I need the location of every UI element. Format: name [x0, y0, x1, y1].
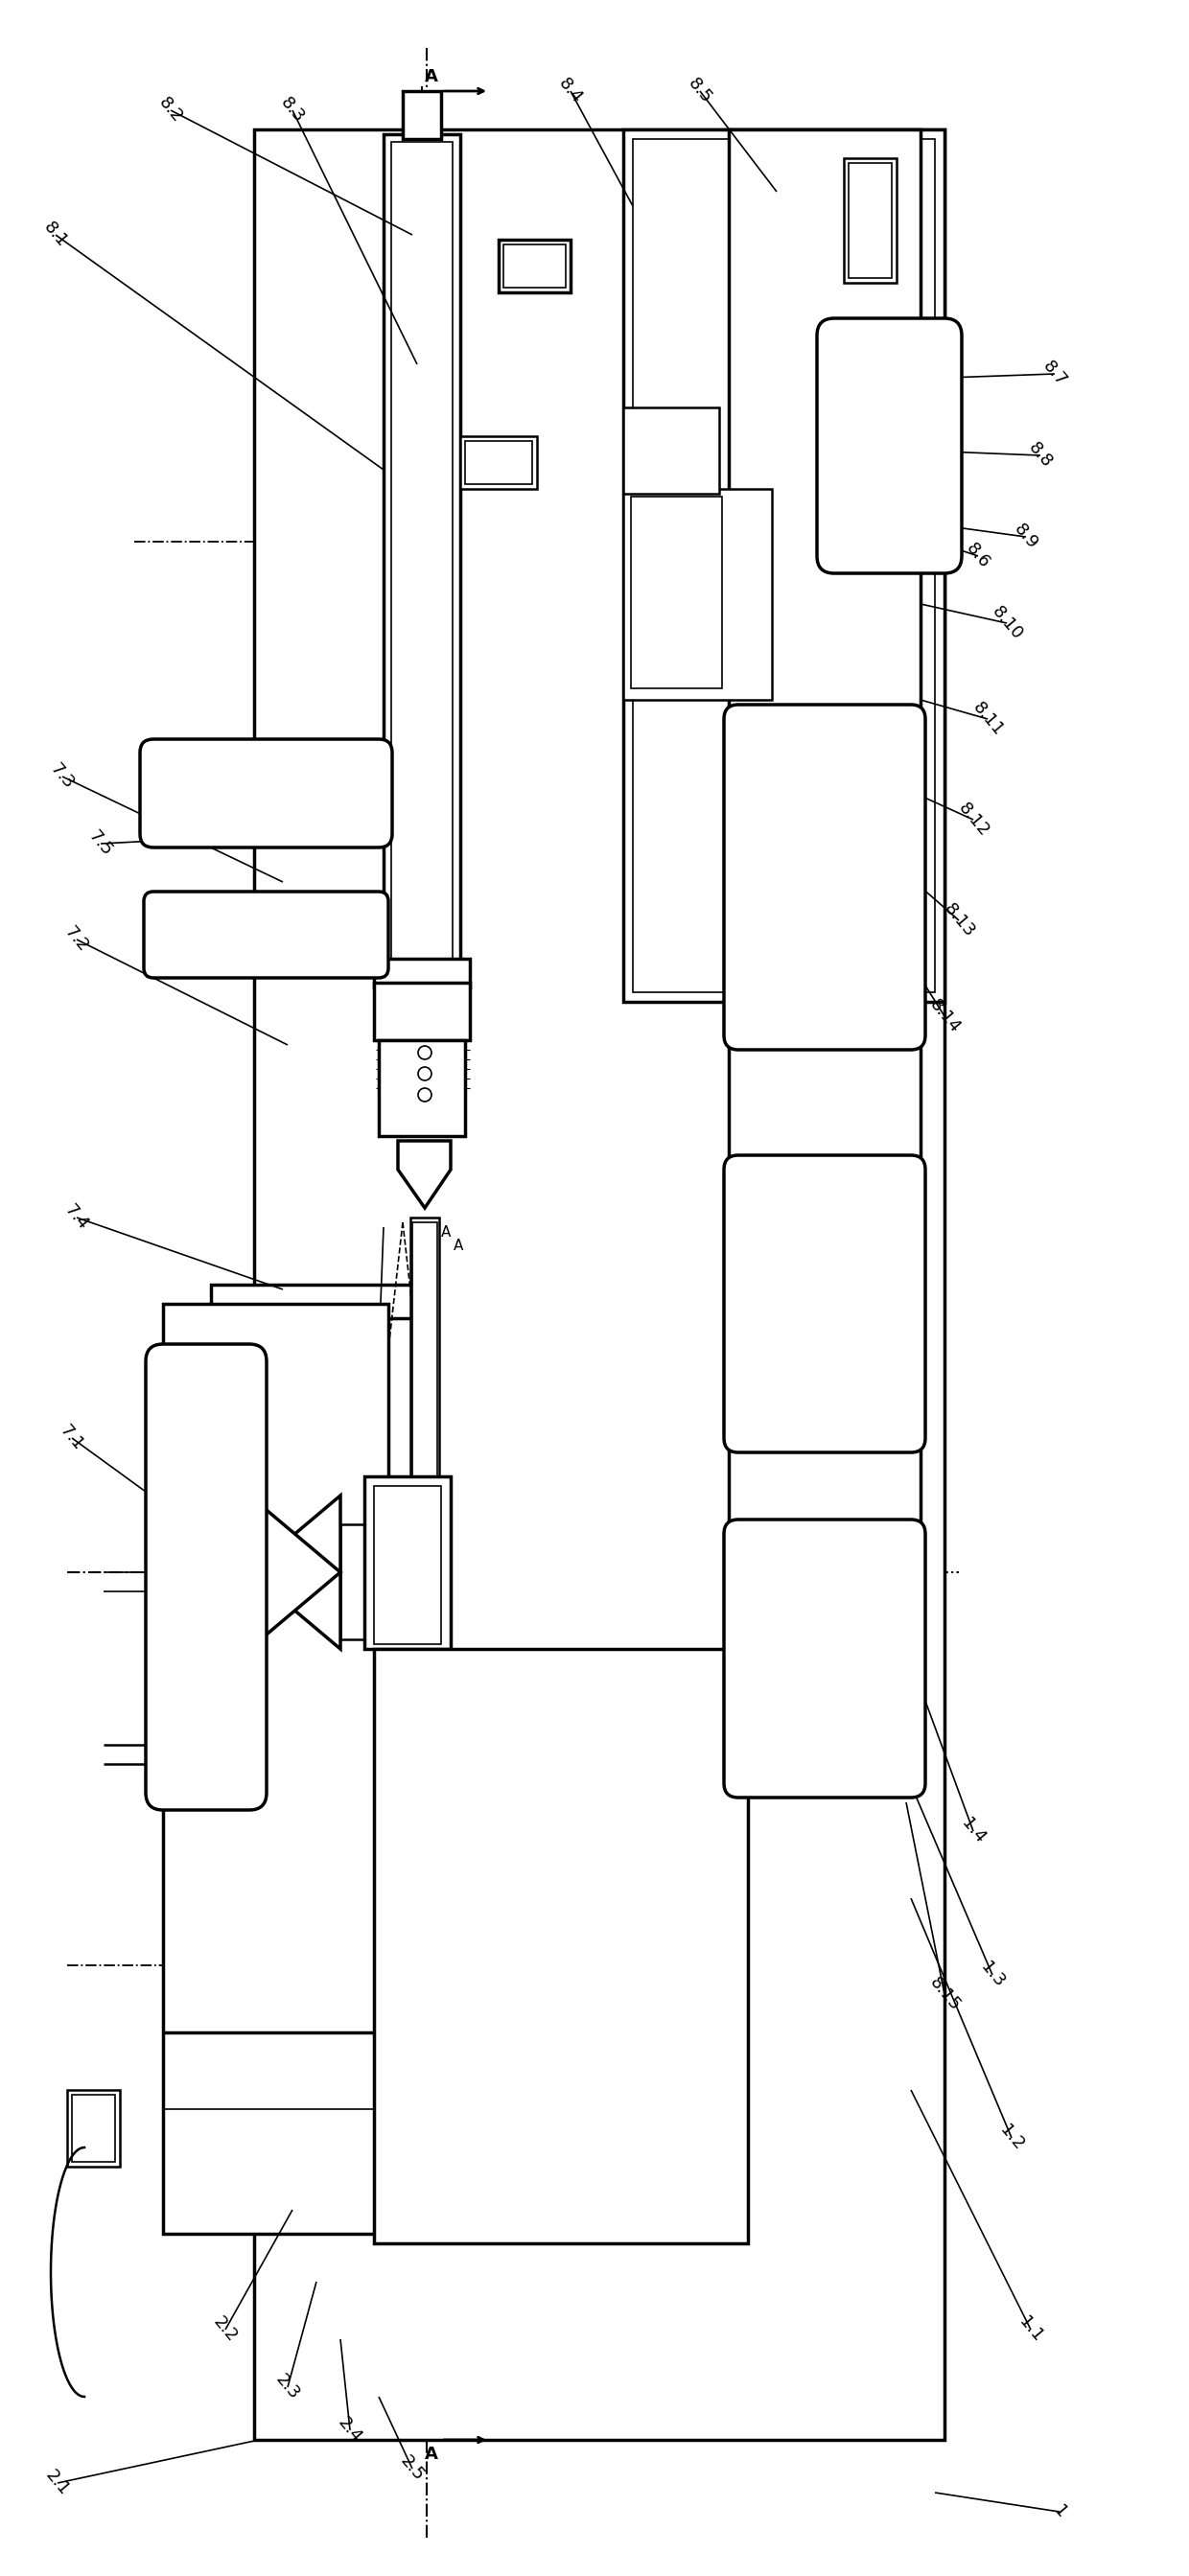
Bar	[623, 129, 944, 1002]
FancyBboxPatch shape	[144, 891, 389, 979]
Bar	[623, 489, 772, 701]
Polygon shape	[250, 1497, 340, 1649]
Bar	[498, 240, 571, 294]
Text: 8.13: 8.13	[940, 899, 977, 940]
Text: 7.3: 7.3	[46, 760, 77, 793]
Bar	[375, 1649, 748, 2244]
FancyBboxPatch shape	[140, 739, 392, 848]
Bar	[631, 497, 722, 688]
Circle shape	[419, 1087, 432, 1103]
FancyBboxPatch shape	[724, 1154, 925, 1453]
Bar	[410, 1218, 439, 1564]
Bar	[729, 129, 920, 1664]
Bar	[71, 2094, 115, 2161]
Text: 2.2: 2.2	[210, 2313, 241, 2347]
Text: 8.4: 8.4	[555, 75, 586, 108]
Text: 8.11: 8.11	[969, 698, 1007, 739]
Bar	[254, 129, 944, 2439]
Text: 7.4: 7.4	[62, 1200, 93, 1234]
Text: 8.14: 8.14	[925, 997, 963, 1036]
Bar	[623, 407, 719, 495]
Bar	[413, 1224, 438, 1558]
Text: 8.12: 8.12	[955, 799, 992, 840]
Text: 1.2: 1.2	[996, 2123, 1027, 2154]
Text: 1: 1	[1050, 2501, 1070, 2522]
Bar	[340, 1525, 379, 1638]
Bar	[391, 142, 453, 961]
Text: 8.7: 8.7	[1039, 358, 1070, 389]
Text: 2.4: 2.4	[334, 2414, 365, 2447]
Text: 2.3: 2.3	[272, 2370, 303, 2403]
Text: 8.2: 8.2	[156, 95, 187, 126]
Circle shape	[419, 1066, 432, 1079]
Text: A: A	[441, 1224, 451, 1239]
Polygon shape	[250, 1497, 340, 1649]
Text: 2.1: 2.1	[42, 2468, 73, 2499]
Text: 8.15: 8.15	[925, 1973, 963, 2014]
Text: 8.10: 8.10	[988, 603, 1026, 644]
Text: A: A	[453, 1239, 464, 1255]
Text: 2.5: 2.5	[397, 2452, 428, 2486]
Bar	[375, 1486, 441, 1643]
Text: 8.6: 8.6	[963, 541, 994, 572]
Bar	[465, 440, 533, 484]
Bar	[460, 435, 537, 489]
Bar	[375, 981, 470, 1041]
Text: 1.3: 1.3	[977, 1958, 1008, 1991]
Bar	[163, 1303, 389, 2233]
Bar	[379, 1041, 465, 1136]
FancyBboxPatch shape	[724, 706, 925, 1051]
Text: 7.1: 7.1	[57, 1422, 87, 1453]
Circle shape	[419, 1046, 432, 1059]
FancyBboxPatch shape	[146, 1345, 266, 1811]
Bar	[210, 1285, 432, 1319]
Bar	[375, 958, 470, 987]
Text: 8.5: 8.5	[685, 75, 716, 108]
Text: 8.1: 8.1	[40, 219, 71, 250]
Text: 8.9: 8.9	[1011, 520, 1042, 554]
Bar	[345, 1538, 389, 1625]
Text: 1.1: 1.1	[1015, 2313, 1046, 2347]
Bar	[503, 245, 566, 289]
Bar	[633, 139, 935, 992]
Bar	[849, 162, 892, 278]
Text: A: A	[424, 2445, 438, 2463]
Polygon shape	[398, 1141, 451, 1208]
Text: A: A	[424, 67, 438, 85]
Text: 7.5: 7.5	[86, 827, 117, 860]
Bar	[67, 2089, 120, 2166]
Bar	[364, 1476, 451, 1649]
Bar	[403, 90, 441, 139]
Bar	[384, 134, 460, 969]
FancyBboxPatch shape	[724, 1520, 925, 1798]
Bar	[340, 1533, 394, 1631]
Text: 8.8: 8.8	[1025, 440, 1056, 471]
Text: 7.2: 7.2	[62, 922, 93, 956]
Text: 1.4: 1.4	[958, 1816, 989, 1847]
FancyBboxPatch shape	[817, 319, 962, 574]
Text: 8.3: 8.3	[277, 95, 308, 126]
Bar	[844, 157, 897, 283]
